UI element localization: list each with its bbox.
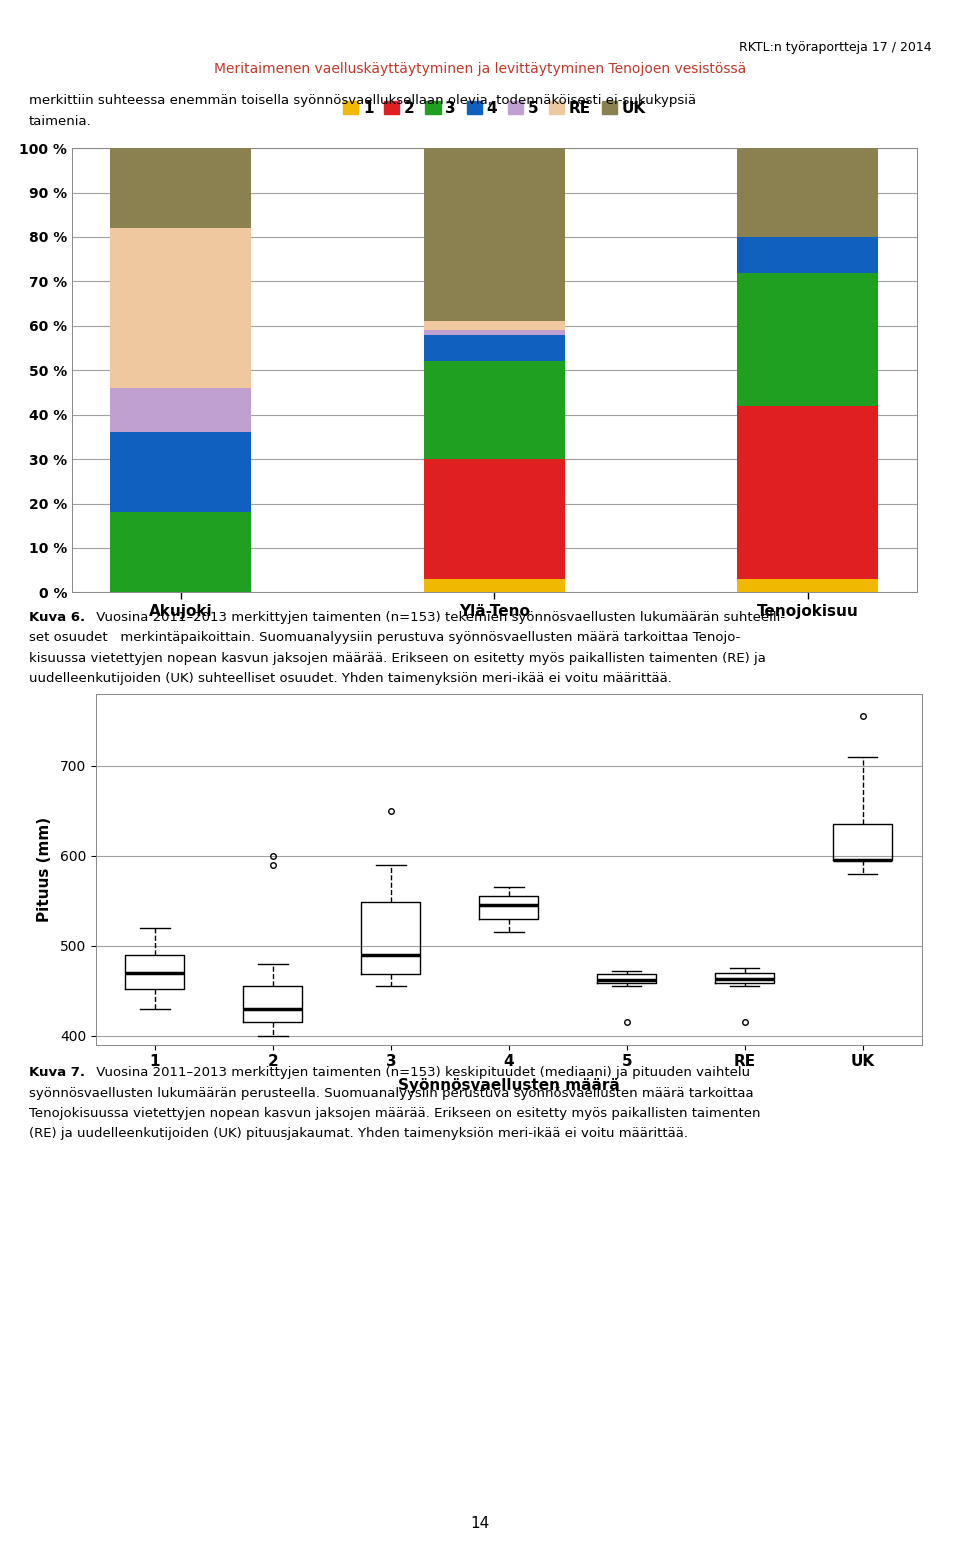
Bar <box>737 405 878 578</box>
Text: RKTL:n työraportteja 17 / 2014: RKTL:n työraportteja 17 / 2014 <box>738 41 931 53</box>
Bar <box>110 388 252 432</box>
Bar <box>737 237 878 273</box>
Text: merkittiin suhteessa enemmän toisella syönnösvaelluksellaan olevia, todennäköise: merkittiin suhteessa enemmän toisella sy… <box>29 94 696 106</box>
Bar <box>424 321 564 331</box>
Legend: 1, 2, 3, 4, 5, RE, UK: 1, 2, 3, 4, 5, RE, UK <box>340 98 649 118</box>
Text: Meritaimenen vaelluskäyttäytyminen ja levittäytyminen Tenojoen vesistössä: Meritaimenen vaelluskäyttäytyminen ja le… <box>214 62 746 76</box>
Text: kisuussa vietettyjen nopean kasvun jaksojen määrää. Erikseen on esitetty myös pa: kisuussa vietettyjen nopean kasvun jakso… <box>29 652 766 664</box>
Y-axis label: Pituus (mm): Pituus (mm) <box>36 817 52 921</box>
Bar <box>737 148 878 237</box>
Text: Kuva 7.: Kuva 7. <box>29 1066 84 1079</box>
Text: Tenojokisuussa vietettyjen nopean kasvun jaksojen määrää. Erikseen on esitetty m: Tenojokisuussa vietettyjen nopean kasvun… <box>29 1107 760 1119</box>
Bar <box>424 460 564 578</box>
Text: Kuva 6.: Kuva 6. <box>29 611 84 624</box>
Text: uudelleenkutijoiden (UK) suhteelliset osuudet. Yhden taimenyksiön meri-ikää ei v: uudelleenkutijoiden (UK) suhteelliset os… <box>29 672 672 684</box>
Bar <box>110 148 252 228</box>
Text: 14: 14 <box>470 1515 490 1531</box>
Bar <box>424 148 564 321</box>
Text: taimenia.: taimenia. <box>29 115 91 128</box>
Text: syönnösvaellusten lukumäärän perusteella. Suomuanalyysiin perustuva syönnösvaell: syönnösvaellusten lukumäärän perusteella… <box>29 1087 754 1099</box>
Bar <box>424 362 564 458</box>
Bar <box>110 513 252 592</box>
Bar <box>110 432 252 513</box>
Bar <box>424 331 564 335</box>
Bar <box>737 578 878 592</box>
Text: set osuudet   merkintäpaikoittain. Suomuanalyysiin perustuva syönnösvaellusten m: set osuudet merkintäpaikoittain. Suomuan… <box>29 631 740 644</box>
Text: Vuosina 2011–2013 merkittyjen taimenten (n=153) tekemien syönnösvaellusten lukum: Vuosina 2011–2013 merkittyjen taimenten … <box>92 611 785 624</box>
X-axis label: Syönnösvaellusten määrä: Syönnösvaellusten määrä <box>398 1077 619 1093</box>
Bar <box>424 335 564 362</box>
Bar <box>737 273 878 405</box>
Bar <box>424 578 564 592</box>
Text: Vuosina 2011–2013 merkittyjen taimenten (n=153) keskipituudet (mediaani) ja pitu: Vuosina 2011–2013 merkittyjen taimenten … <box>92 1066 751 1079</box>
Text: (RE) ja uudelleenkutijoiden (UK) pituusjakaumat. Yhden taimenyksiön meri-ikää ei: (RE) ja uudelleenkutijoiden (UK) pituusj… <box>29 1127 687 1140</box>
Bar <box>110 228 252 388</box>
